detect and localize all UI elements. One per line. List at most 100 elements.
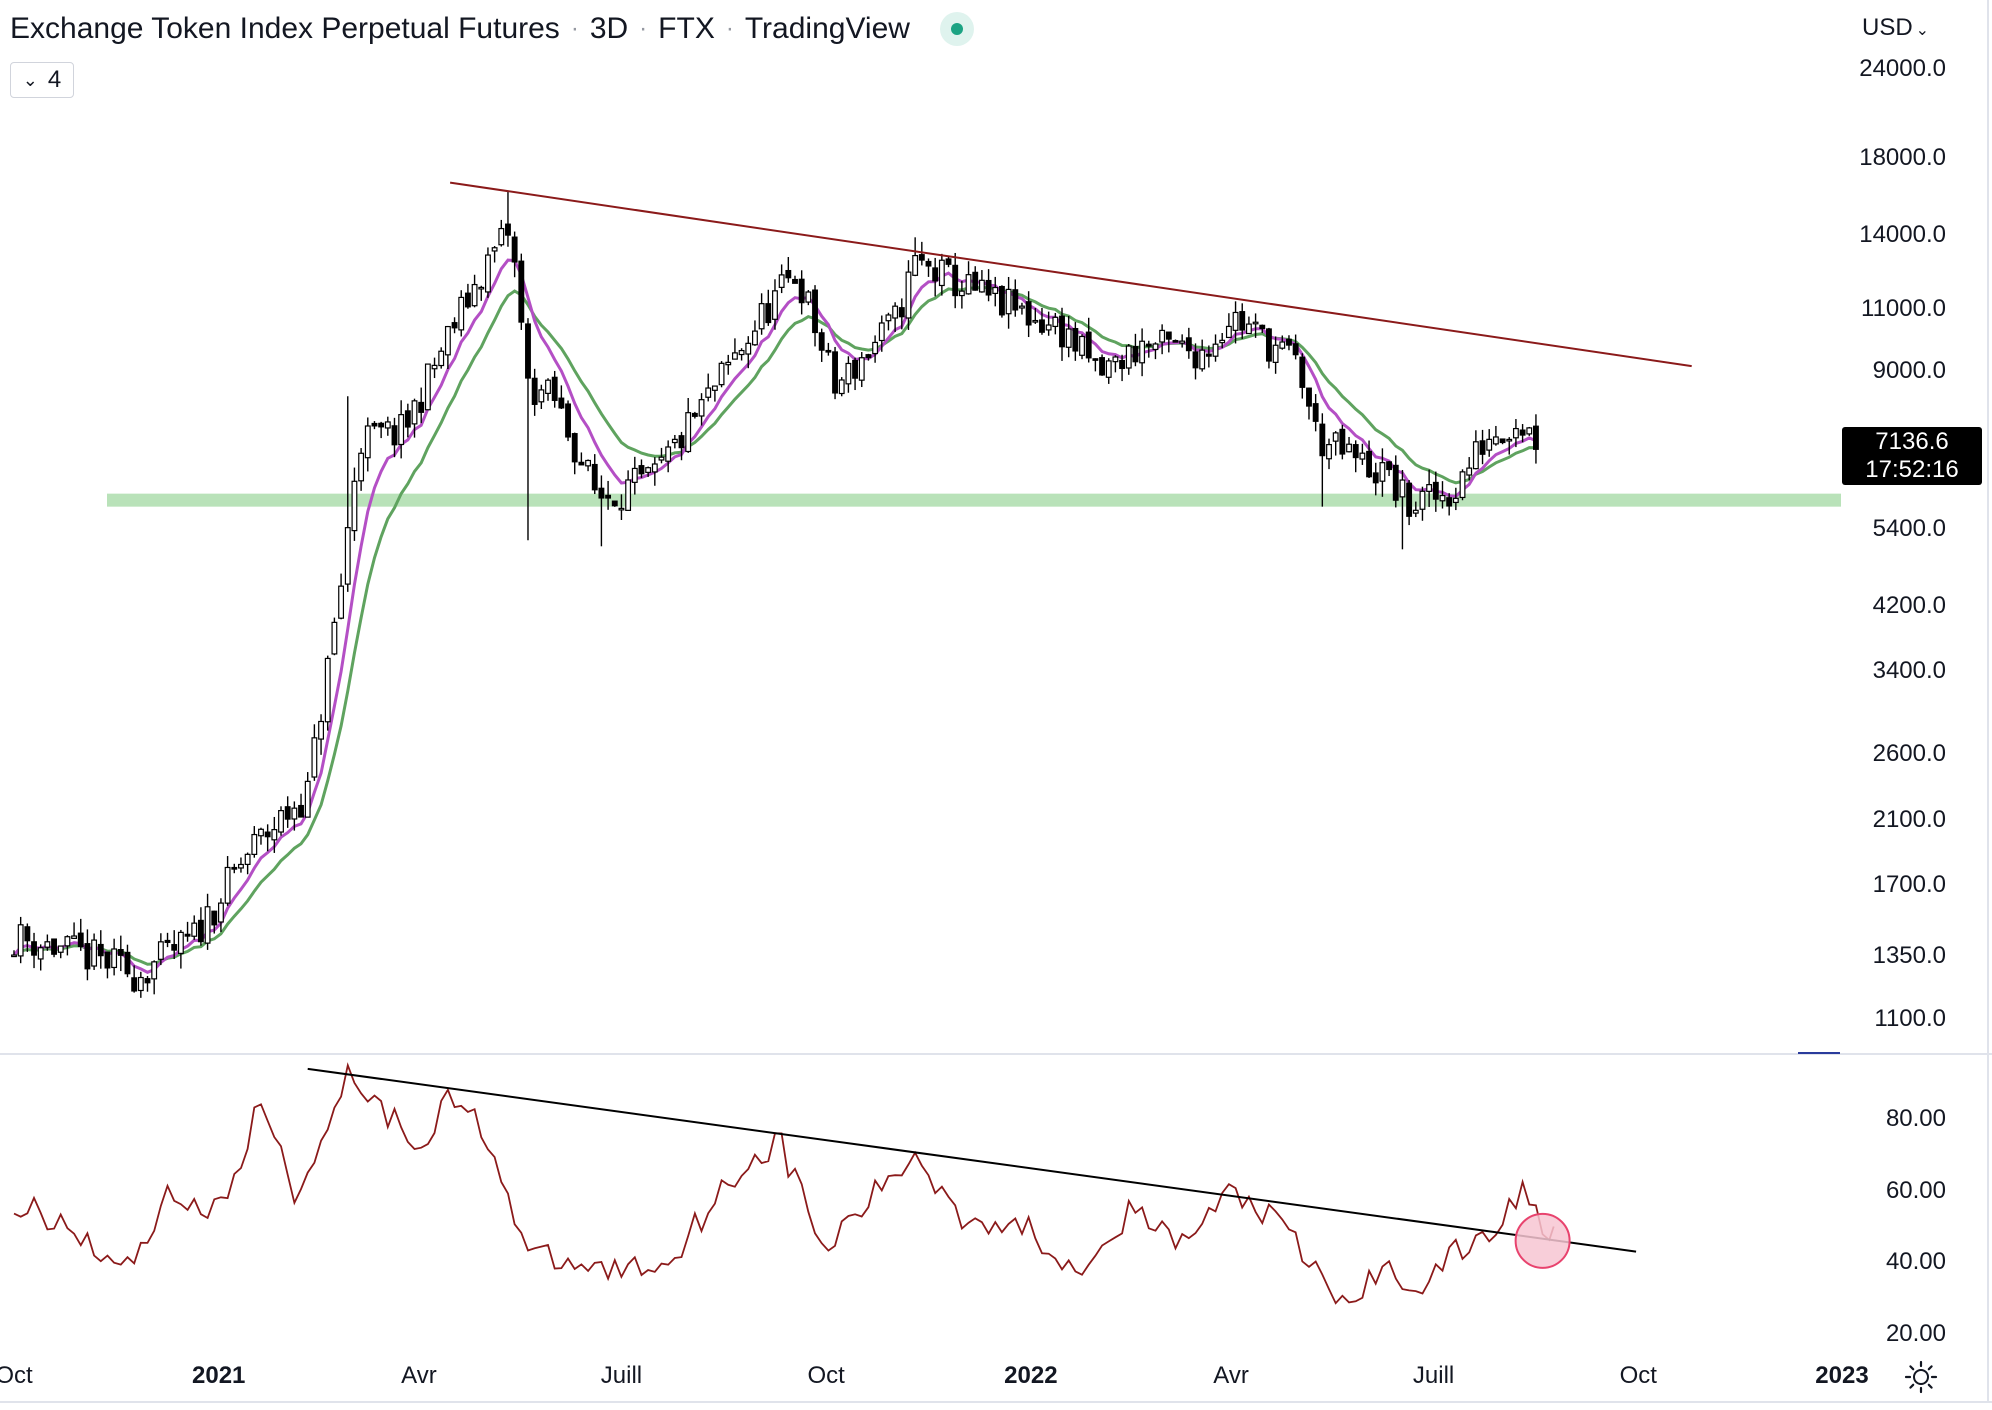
candle-body [818,332,825,351]
candle-body [1192,351,1199,369]
candle-body [144,978,151,984]
candle-body [151,961,158,980]
candle-body [324,657,331,723]
candle-body [84,943,91,970]
currency-selector[interactable]: USD ⌄ [1862,14,1929,42]
candle-body [1506,438,1513,442]
candle-body [157,941,164,960]
candle [805,290,812,306]
candle [404,403,411,438]
candle [1372,462,1379,496]
candle [865,353,872,361]
candle-body [1065,328,1072,348]
candle [1279,335,1286,350]
candle [1265,327,1272,369]
candle-body [678,435,685,449]
candle [1332,431,1339,456]
indicators-collapse-button[interactable]: ⌄ 4 [10,62,74,98]
candle-body [731,352,738,360]
candle-body [491,247,498,252]
settings-gear-icon[interactable] [1904,1360,1938,1394]
candle-body [111,948,118,969]
candle-body [57,945,64,953]
candle [278,806,284,836]
candle-body [598,487,605,499]
candle [985,269,992,302]
last-price-value: 7136.6 [1875,428,1949,455]
candle [244,852,251,875]
candle [238,857,244,873]
candle-body [905,271,912,319]
candle [458,290,465,337]
candle-body [958,290,965,297]
candle-body [1486,438,1493,451]
price-tick-label: 18000.0 [1859,143,1946,171]
last-price-label: 7136.6 17:52:16 [1842,427,1982,485]
market-status-icon[interactable] [939,12,974,46]
rsi-tick-label: 80.00 [1885,1105,1946,1132]
chevron-down-icon: ⌄ [1915,22,1930,39]
candle [1059,307,1065,361]
candle-body [578,461,585,466]
candle-body [1265,328,1272,362]
candle-body [772,290,778,320]
candle-body [431,364,438,370]
candle [965,261,972,295]
candle-body [872,341,879,355]
candle [338,573,345,620]
candle-body [1406,482,1413,517]
candle-body [972,271,979,291]
candle [498,219,505,247]
candle-body [11,954,17,958]
candle [691,411,698,419]
candle-body [298,804,304,818]
candle [1172,339,1179,343]
candle-body [1359,452,1366,460]
time-tick-label: Oct [1619,1362,1657,1389]
candle-body [718,362,725,386]
candle [1199,339,1206,372]
candle [565,400,571,442]
candle-body [31,941,37,956]
candle [1439,481,1446,509]
interval-label[interactable]: 3D [589,12,629,45]
candle-body [1259,324,1266,330]
candle [1132,333,1139,367]
candle [1446,493,1453,516]
symbol-title[interactable]: Exchange Token Index Perpetual Futures [10,12,560,45]
candle-body [765,303,772,324]
candle [832,346,838,400]
candle [344,396,351,592]
candle [1352,440,1359,473]
candle [638,459,645,478]
candle [1419,486,1426,521]
candle [1052,312,1059,335]
candle-body [1199,349,1206,370]
candle-body [1272,344,1279,363]
candle-body [384,421,391,429]
candle [591,454,598,495]
rsi-tick-label: 40.00 [1885,1248,1946,1276]
candle-body [798,278,805,304]
candle [1412,501,1419,518]
candle [1252,313,1259,338]
candle-body [1252,321,1259,325]
candle-body [591,463,598,491]
candle-body [1519,429,1526,436]
candle-body [912,254,919,276]
candle-body [1085,331,1092,359]
candle-body [778,274,785,288]
candle [1339,424,1346,460]
candle [671,434,678,449]
candle [952,252,959,309]
candle [1312,394,1319,432]
candle [51,938,57,958]
exchange-label: FTX [658,12,715,45]
candle-body [832,351,838,394]
candle-body [1079,335,1085,356]
candle [845,356,852,393]
candle-body [738,349,745,356]
candle [1019,302,1025,315]
candle-body [485,254,491,293]
